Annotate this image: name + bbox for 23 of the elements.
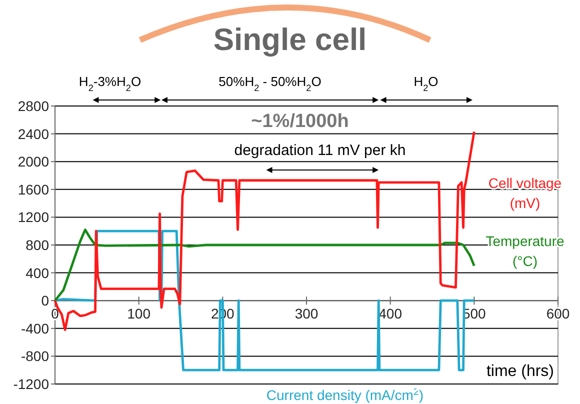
x-tick-label: 100: [127, 306, 151, 322]
x-tick-label: 600: [546, 306, 570, 322]
text: 50%H$_{2}$ - 50%H$_{2}$O: [218, 74, 322, 93]
chart-title: Single cell: [213, 22, 367, 57]
series-label: Cell voltage (mV): [488, 175, 562, 211]
y-tick-label: -400: [20, 320, 50, 336]
y-tick-label: 2400: [18, 126, 50, 142]
y-tick-label: -800: [20, 348, 50, 364]
x-tick-label: 300: [294, 306, 318, 322]
annotation: ~1%/1000h: [251, 111, 349, 132]
y-tick-label: 1200: [18, 209, 50, 226]
line-series: [54, 228, 476, 302]
y-tick-label: 1600: [18, 181, 50, 198]
y-tick-label: 0: [41, 292, 50, 309]
x-axis-title: time (hrs): [486, 363, 554, 380]
y-tick-label: 800: [26, 237, 50, 253]
y-tick-label: 400: [26, 264, 50, 281]
y-tick-label: 2000: [18, 154, 50, 170]
y-tick-label: 2800: [18, 98, 50, 114]
y-tick-label: -1200: [13, 376, 50, 392]
text: H$_{2}$O: [414, 74, 438, 93]
annotation: degradation 11 mV per kh: [234, 142, 406, 159]
text: H$_{2}$-3%H$_{2}$O: [78, 74, 142, 93]
